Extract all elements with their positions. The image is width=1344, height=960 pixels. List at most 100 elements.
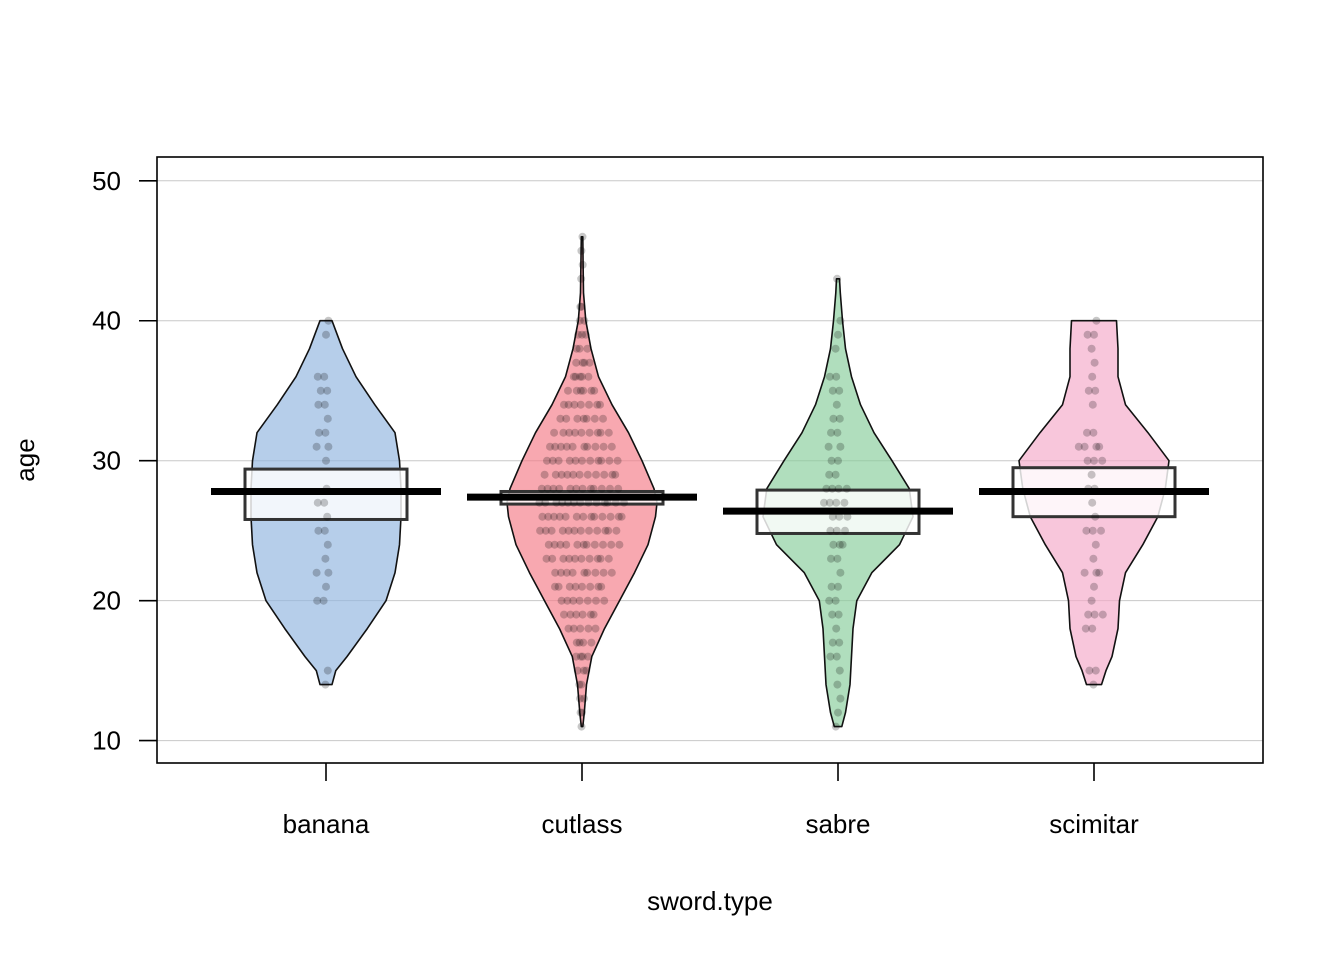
data-point [554, 456, 563, 465]
data-point [564, 386, 572, 395]
data-point [598, 512, 607, 521]
data-point [577, 554, 586, 563]
data-point [571, 582, 580, 591]
data-point [606, 484, 614, 493]
data-point [578, 582, 586, 591]
data-point [564, 624, 573, 633]
data-point [613, 456, 622, 465]
x-category-label: sabre [805, 809, 870, 839]
data-point [570, 526, 579, 535]
data-point [1089, 428, 1098, 437]
data-point [591, 442, 600, 451]
data-point [1080, 568, 1089, 577]
data-point [566, 610, 575, 619]
data-point [319, 596, 328, 605]
data-point [537, 484, 546, 493]
data-point [324, 316, 333, 325]
data-point [829, 414, 838, 423]
data-point [582, 666, 591, 675]
data-point [557, 568, 565, 577]
data-point [320, 526, 329, 535]
y-axis: 10 20 30 40 50 [92, 166, 157, 756]
data-point [596, 400, 604, 409]
data-point [828, 512, 837, 521]
data-point [596, 554, 605, 563]
data-point [840, 498, 849, 507]
data-point [825, 596, 834, 605]
data-point [583, 470, 592, 479]
data-point [577, 680, 586, 689]
data-point [582, 540, 591, 549]
data-point [594, 582, 603, 591]
data-point [572, 652, 581, 661]
data-point [575, 470, 584, 479]
data-point [554, 582, 563, 591]
data-point [1087, 596, 1096, 605]
data-point [594, 456, 603, 465]
data-point [564, 400, 573, 409]
data-point [832, 652, 841, 661]
data-point [606, 512, 615, 521]
data-point [579, 512, 588, 521]
data-point [578, 610, 587, 619]
data-point [583, 568, 592, 577]
data-point [565, 554, 574, 563]
data-point [323, 540, 332, 549]
data-point [603, 498, 612, 507]
data-point [578, 484, 587, 493]
data-point [1083, 456, 1092, 465]
data-point [576, 526, 585, 535]
data-point [578, 232, 587, 241]
data-point [556, 540, 565, 549]
data-point [548, 554, 557, 563]
data-point [1098, 456, 1107, 465]
data-point [322, 456, 330, 465]
data-point [320, 372, 329, 381]
data-point [843, 512, 852, 521]
data-point [1074, 442, 1083, 451]
raw-data-points [312, 232, 1107, 731]
data-point [552, 498, 561, 507]
data-point [831, 344, 840, 353]
data-point [604, 428, 613, 437]
data-point [559, 554, 568, 563]
data-point [1097, 526, 1105, 535]
data-point [593, 554, 602, 563]
data-point [586, 484, 595, 493]
data-point [570, 400, 579, 409]
data-point [563, 470, 572, 479]
data-point [555, 484, 564, 493]
data-point [571, 372, 580, 381]
data-point [546, 442, 554, 451]
data-point [834, 610, 843, 619]
data-point [320, 498, 329, 507]
data-point [1090, 358, 1099, 367]
data-point [590, 386, 599, 395]
data-point [579, 414, 588, 423]
data-point [572, 484, 581, 493]
data-point [593, 428, 602, 437]
data-point [596, 428, 605, 437]
data-point [576, 498, 585, 507]
data-point [323, 386, 332, 395]
data-point [565, 582, 574, 591]
data-point [599, 442, 608, 451]
data-point [607, 442, 616, 451]
data-point [831, 722, 840, 731]
data-point [620, 498, 628, 507]
data-point [322, 582, 330, 591]
data-point [548, 456, 557, 465]
data-point [1081, 624, 1090, 633]
data-point [833, 554, 842, 563]
data-point [575, 596, 584, 605]
data-point [599, 414, 607, 423]
data-point [544, 512, 553, 521]
data-point [592, 470, 600, 479]
data-point [572, 344, 581, 353]
data-point [558, 498, 567, 507]
data-point [611, 498, 620, 507]
data-point [838, 540, 847, 549]
hdi-bands [243, 466, 1177, 535]
data-point [314, 400, 323, 409]
data-point [832, 498, 841, 507]
